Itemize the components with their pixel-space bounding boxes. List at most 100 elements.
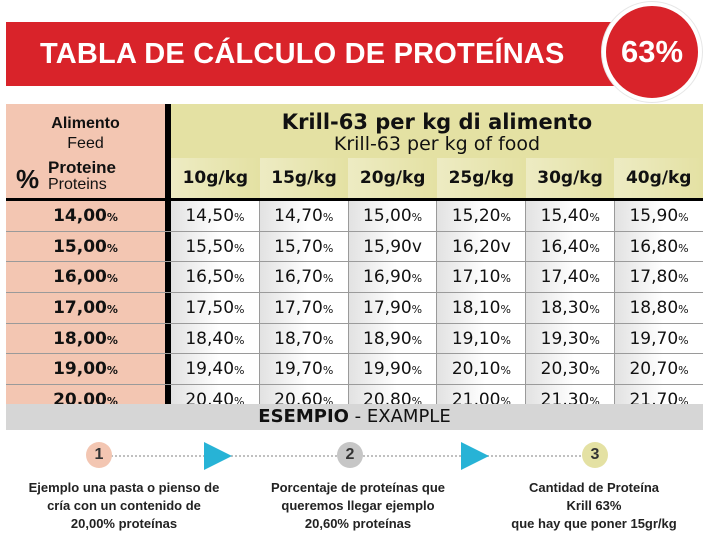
unit-label: % xyxy=(106,364,118,378)
table-cell: 18,80% xyxy=(614,293,703,323)
cell-value: 16,40 xyxy=(540,236,590,257)
cell-value: 15,40 xyxy=(540,206,590,226)
unit-label: % xyxy=(500,211,511,224)
example-label-en: - EXAMPLE xyxy=(348,406,451,427)
table-row: 19,00% 19,40% 19,70% 19,90% 20,10% 20,30% 20,7… xyxy=(6,354,703,386)
protein-level-value: 16,00 xyxy=(53,267,107,288)
cell-value: 17,40 xyxy=(540,267,590,288)
table-cell: 17,90% xyxy=(347,293,437,323)
cell-value: 17,80 xyxy=(629,267,679,288)
feed-label-it: Alimento xyxy=(51,115,120,132)
cell-value: 15,70 xyxy=(274,236,323,257)
cell-value: 16,20v xyxy=(452,236,511,257)
table-row: 15,00% 15,50% 15,70% 15,90v 16,20v 16,40% 16,8… xyxy=(6,231,703,263)
cell-value: 17,50 xyxy=(185,298,235,319)
step-1-line-2: cría con un contenido de xyxy=(47,498,201,513)
unit-label: % xyxy=(678,241,689,255)
cell-value: 18,40 xyxy=(185,328,235,349)
table-cell: 17,70% xyxy=(258,293,348,323)
table-cell: 19,10% xyxy=(436,323,526,354)
unit-label: % xyxy=(411,333,423,347)
table-cell: 16,40% xyxy=(525,231,615,262)
protein-label-en: Proteins xyxy=(48,176,107,193)
step-3-line-3: que hay que poner 15gr/kg xyxy=(511,516,677,531)
unit-label: % xyxy=(589,272,600,286)
cell-value: 15,90 xyxy=(629,206,679,226)
column-header: 30g/kg xyxy=(525,158,615,198)
table-cell: 15,20% xyxy=(436,201,526,231)
table-cell: 18,70% xyxy=(258,323,348,354)
cell-value: 17,90 xyxy=(363,298,412,319)
dose-column-headers: 10g/kg 15g/kg 20g/kg 25g/kg 30g/kg 40g/kg xyxy=(171,158,704,198)
unit-label: % xyxy=(411,211,423,224)
cell-value: 20,70 xyxy=(629,359,679,380)
cell-value: 15,90v xyxy=(363,236,422,257)
cell-value: 19,30 xyxy=(540,328,590,349)
table-body: 14,00% 14,50% 14,70% 15,00% 15,20% 15,40% 15,9… xyxy=(6,201,703,416)
cell-value: 16,70 xyxy=(274,267,323,288)
cell-value: 17,10 xyxy=(451,267,501,288)
unit-label: % xyxy=(106,241,118,255)
krill-header-cell: Krill-63 per kg di alimento Krill-63 per… xyxy=(171,104,703,198)
unit-label: % xyxy=(500,303,511,317)
unit-label: % xyxy=(322,333,334,347)
column-header: 20g/kg xyxy=(348,158,438,198)
step-2-text: Porcentaje de proteínas que queremos lle… xyxy=(240,479,476,533)
table-cell: 14,50% xyxy=(171,201,259,231)
table-cell: 15,70% xyxy=(258,231,348,262)
cell-value: 19,70 xyxy=(629,328,679,349)
step-1-text: Ejemplo una pasta o pienso de cría con u… xyxy=(4,479,244,533)
unit-label: % xyxy=(500,395,511,409)
table-cell: 16,90% xyxy=(347,262,437,293)
protein-level-cell: 15,00% xyxy=(6,231,165,262)
step-1-line-1: Ejemplo una pasta o pienso de xyxy=(28,480,220,495)
unit-label: % xyxy=(678,395,689,409)
column-divider xyxy=(165,104,171,404)
cell-value: 16,50 xyxy=(185,267,235,288)
table-cell: 17,10% xyxy=(436,262,526,293)
cell-value: 16,80 xyxy=(629,236,679,257)
column-header: 40g/kg xyxy=(614,158,704,198)
step-1-line-3: 20,00% proteínas xyxy=(70,516,178,531)
table-cell: 18,30% xyxy=(525,293,615,323)
cell-value: 19,10 xyxy=(451,328,501,349)
unit-label: % xyxy=(589,303,600,317)
unit-label: % xyxy=(678,333,689,347)
table-cell: 19,40% xyxy=(171,354,259,385)
table-cell: 17,50% xyxy=(171,293,259,323)
step-2-line-2: queremos llegar ejemplo xyxy=(281,498,435,513)
table-cell: 15,90% xyxy=(614,201,703,231)
table-cell: 15,00% xyxy=(347,201,437,231)
step-3-line-1: Cantidad de Proteína xyxy=(528,480,660,495)
unit-label: % xyxy=(322,364,334,378)
arrow-right-icon xyxy=(461,442,489,470)
unit-label: % xyxy=(106,211,118,224)
table-row: 18,00% 18,40% 18,70% 18,90% 19,10% 19,30% 19,7… xyxy=(6,323,703,355)
example-label-it: ESEMPIO xyxy=(258,406,349,427)
column-header: 10g/kg xyxy=(171,158,260,198)
cell-value: 18,10 xyxy=(451,298,501,319)
step-2-line-1: Porcentaje de proteínas que xyxy=(270,480,446,495)
cell-value: 18,30 xyxy=(540,298,590,319)
unit-label: % xyxy=(500,333,511,347)
unit-label: % xyxy=(678,303,689,317)
cell-value: 19,40 xyxy=(185,359,235,380)
unit-label: % xyxy=(106,395,118,409)
protein-level-value: 18,00 xyxy=(53,328,107,349)
step-1-number: 1 xyxy=(86,442,112,468)
cell-value: 14,50 xyxy=(185,206,235,226)
cell-value: 20,30 xyxy=(540,359,590,380)
unit-label: % xyxy=(234,241,245,255)
step-2-line-3: 20,60% proteínas xyxy=(304,516,412,531)
header-divider xyxy=(6,198,703,201)
unit-label: % xyxy=(106,333,118,347)
table-cell: 20,30% xyxy=(525,354,615,385)
protein-level-cell: 14,00% xyxy=(6,201,165,231)
unit-label: % xyxy=(106,272,118,286)
column-header: 25g/kg xyxy=(437,158,526,198)
cell-value: 19,90 xyxy=(363,359,412,380)
protein-level-value: 19,00 xyxy=(53,359,107,380)
table-cell: 14,70% xyxy=(258,201,348,231)
unit-label: % xyxy=(678,364,689,378)
unit-label: % xyxy=(322,272,334,286)
